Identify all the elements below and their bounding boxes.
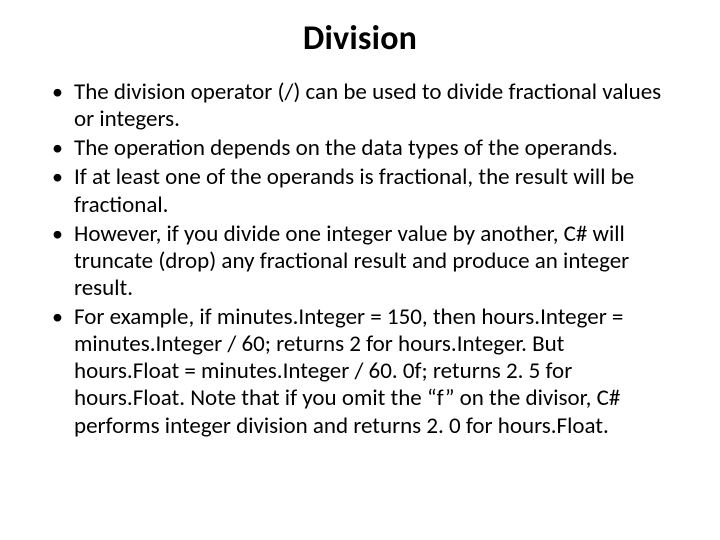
list-item: The division operator (/) can be used to…	[48, 79, 672, 133]
list-item: The operation depends on the data types …	[48, 135, 672, 162]
slide-title: Division	[40, 18, 680, 59]
list-item: For example, if minutes.Integer = 150, t…	[48, 304, 672, 440]
list-item: However, if you divide one integer value…	[48, 221, 672, 302]
list-item: If at least one of the operands is fract…	[48, 164, 672, 218]
slide: Division The division operator (/) can b…	[0, 0, 720, 540]
bullet-list: The division operator (/) can be used to…	[40, 79, 680, 440]
